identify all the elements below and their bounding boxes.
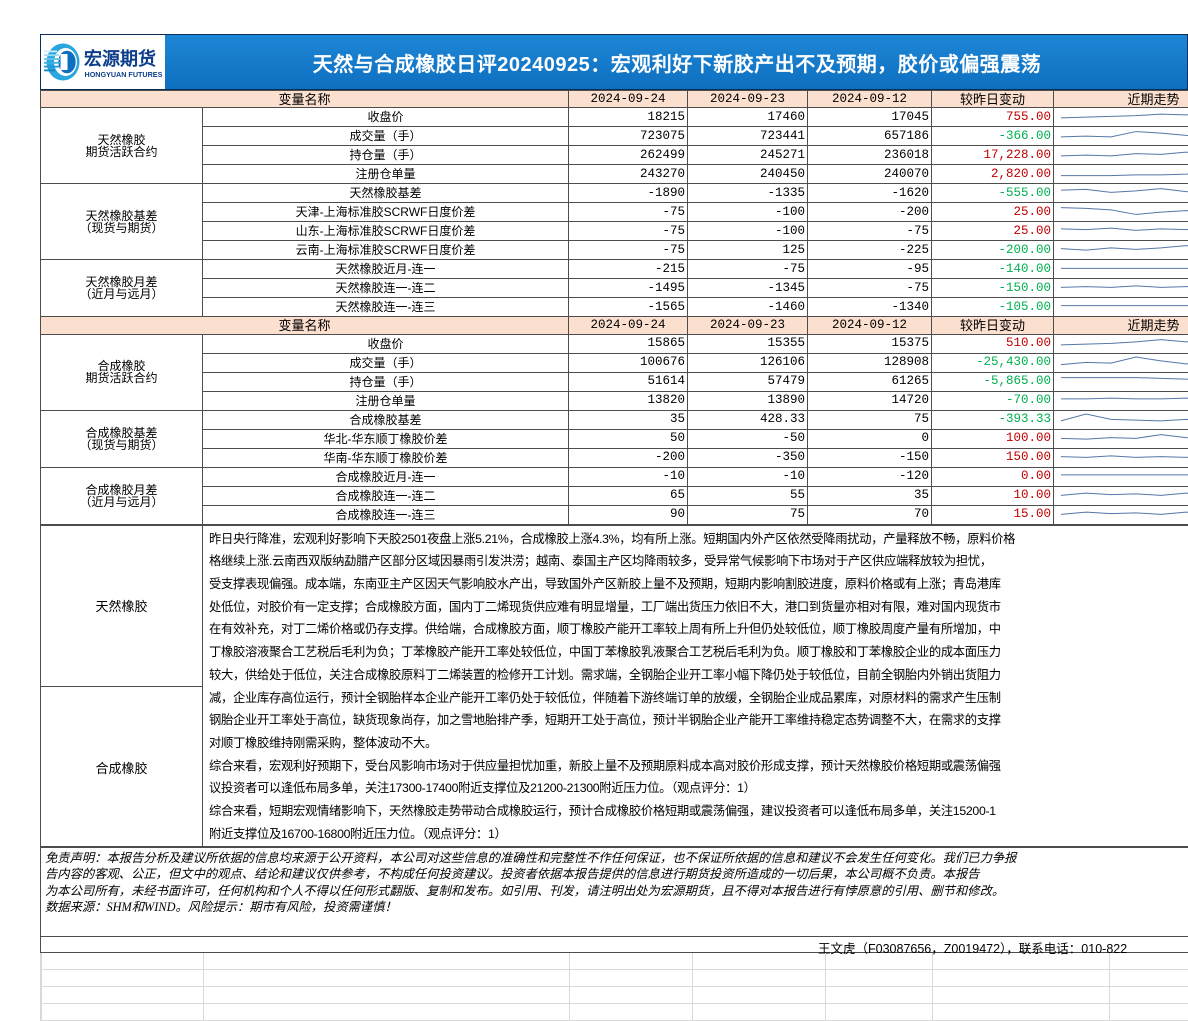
svg-text:HONGYUAN FUTURES: HONGYUAN FUTURES: [85, 70, 163, 79]
svg-text:宏源期货: 宏源期货: [84, 48, 156, 69]
